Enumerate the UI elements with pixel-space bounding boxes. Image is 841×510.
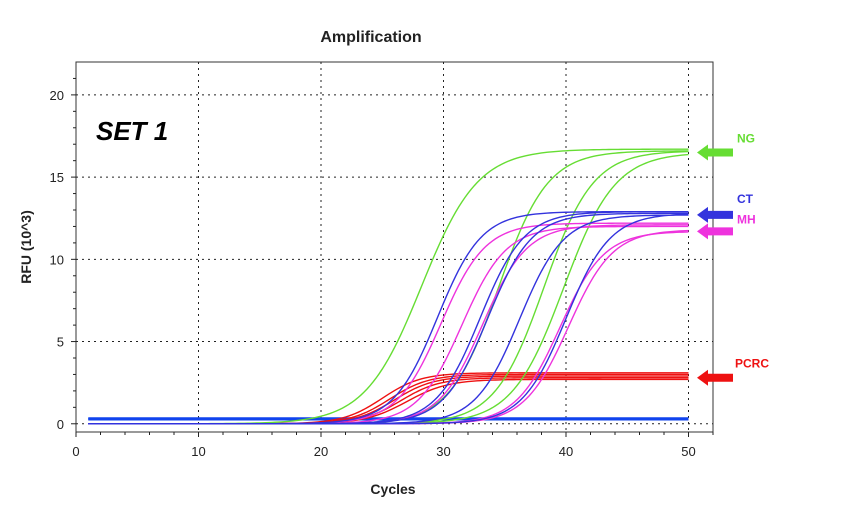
x-tick-label: 10	[191, 444, 205, 459]
y-tick-label: 10	[50, 252, 64, 267]
legend-entry-pcrc: PCRC	[697, 357, 769, 386]
x-tick-label: 30	[436, 444, 450, 459]
curve-ct	[88, 213, 689, 425]
legend-arrow-icon	[697, 369, 733, 386]
legend-entry-ng: NG	[697, 131, 755, 161]
y-tick-label: 15	[50, 170, 64, 185]
y-tick-label: 5	[57, 335, 64, 350]
legend-arrow-icon	[697, 144, 733, 161]
legend-entry-mh: MH	[697, 212, 756, 240]
legend-label: NG	[737, 131, 755, 145]
x-axis-label: Cycles	[370, 481, 415, 497]
legend: NG CT MH PCRC	[697, 131, 769, 386]
amplification-curves	[88, 148, 689, 425]
y-tick-label: 0	[57, 417, 64, 432]
x-tick-label: 50	[681, 444, 695, 459]
axis-ticks: 0 10 20 30 40 50 0 5 10 15 20	[50, 77, 714, 459]
legend-entry-ct: CT	[697, 192, 754, 223]
legend-label: CT	[737, 192, 754, 206]
chart-title: Amplification	[320, 29, 421, 46]
legend-arrow-icon	[697, 206, 733, 223]
set-label: SET 1	[96, 116, 168, 146]
legend-arrow-icon	[697, 223, 733, 240]
y-tick-label: 20	[50, 88, 64, 103]
y-axis-label: RFU (10^3)	[18, 210, 34, 284]
legend-label: MH	[737, 212, 756, 226]
legend-label: PCRC	[735, 357, 769, 371]
x-tick-label: 0	[72, 444, 79, 459]
x-tick-label: 40	[559, 444, 573, 459]
x-tick-label: 20	[314, 444, 328, 459]
plot-frame	[75, 61, 714, 433]
